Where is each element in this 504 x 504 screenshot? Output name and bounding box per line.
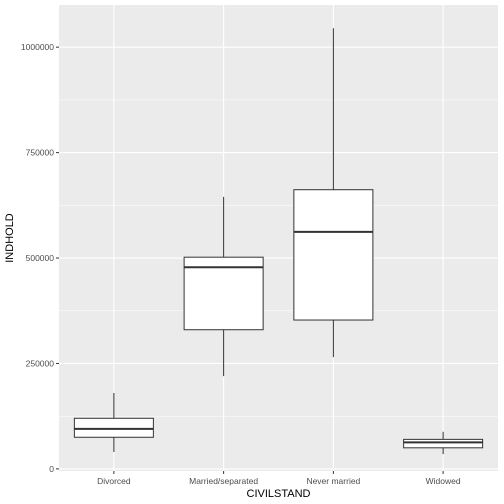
- box-iqr: [403, 438, 484, 449]
- box-group: [293, 28, 374, 358]
- box-group: [403, 431, 484, 455]
- y-tick-label: 250000: [26, 358, 55, 368]
- plot-panel: [59, 5, 498, 471]
- y-tick-label: 1000000: [21, 42, 54, 52]
- x-axis: Divorced Married/separated Never married Wi…: [97, 471, 461, 486]
- box-group: [183, 196, 264, 377]
- x-tick-label: Divorced: [97, 476, 131, 486]
- box-iqr: [183, 256, 264, 331]
- grid-minor: [59, 99, 498, 417]
- x-axis-title: CIVILSTAND: [247, 488, 311, 500]
- box-iqr: [73, 417, 154, 438]
- y-axis: 0 250000 500000 750000 1000000: [21, 42, 59, 474]
- x-tick-label: Never married: [306, 476, 360, 486]
- y-tick-label: 500000: [26, 253, 55, 263]
- box-iqr: [293, 189, 374, 321]
- x-tick-label: Married/separated: [189, 476, 258, 486]
- y-tick-label: 0: [49, 464, 54, 474]
- y-tick-label: 750000: [26, 148, 55, 158]
- box-group: [73, 392, 154, 453]
- boxes: [73, 28, 484, 455]
- y-axis-title: INDHOLD: [4, 213, 16, 263]
- x-tick-label: Widowed: [426, 476, 461, 486]
